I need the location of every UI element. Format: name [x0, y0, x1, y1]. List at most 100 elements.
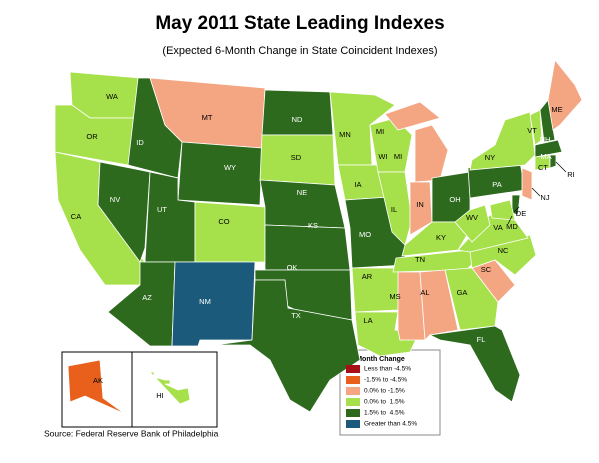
title: May 2011 State Leading Indexes [155, 13, 444, 34]
state-label: WA [106, 92, 118, 101]
leader-line [513, 206, 520, 213]
state-label: AR [362, 272, 373, 281]
state-label: MN [339, 130, 351, 139]
state-label: DE [516, 209, 526, 218]
state-label: OH [449, 195, 460, 204]
leader-line [531, 187, 541, 197]
state-label: VT [527, 126, 537, 135]
state [469, 234, 537, 276]
state-label: CO [218, 217, 229, 226]
state [469, 111, 536, 171]
state-label: NJ [540, 193, 549, 202]
state-label: MI [376, 127, 384, 136]
state [454, 204, 491, 243]
state-label: FL [477, 335, 486, 344]
state [214, 279, 361, 413]
state-label: MO [359, 230, 371, 239]
state-label: ME [551, 105, 562, 114]
state [534, 139, 563, 158]
legend-swatch [346, 398, 360, 406]
state-label: KY [436, 233, 446, 242]
state [171, 261, 256, 347]
legend-label: Greater than 4.5% [364, 421, 417, 428]
state [384, 101, 441, 131]
state-label: OK [287, 263, 298, 272]
legend-swatch [346, 387, 360, 395]
state-label: WY [224, 163, 236, 172]
state-label: MI [394, 152, 402, 161]
legend-swatch [346, 420, 360, 428]
state-label: GA [457, 288, 468, 297]
legend-label: Less than -4.5% [364, 366, 411, 373]
legend-label: 1.5% to 4.5% [364, 410, 405, 417]
state-label: MS [389, 292, 400, 301]
legend-swatch [346, 409, 360, 417]
state [261, 89, 334, 136]
state-label: UT [157, 205, 167, 214]
state [428, 325, 521, 403]
source: Source: Federal Reserve Bank of Philadel… [44, 428, 219, 438]
state-label: IN [416, 200, 424, 209]
state-label: WI [378, 152, 387, 161]
hawaii-inset [131, 351, 218, 428]
state-label: ID [136, 138, 144, 147]
state [529, 109, 543, 146]
state-label: AL [420, 288, 429, 297]
state [444, 267, 499, 331]
state-label: NV [110, 195, 120, 204]
state [377, 171, 413, 246]
state-label: CT [538, 163, 548, 172]
state [419, 269, 459, 341]
state-label: KS [308, 221, 318, 230]
subtitle: (Expected 6-Month Change in State Coinci… [162, 45, 437, 57]
state-label: WV [466, 213, 478, 222]
legend-label: 0.0% to -1.5% [364, 388, 405, 395]
state [194, 201, 266, 263]
state-label: SD [291, 153, 302, 162]
state-label: LA [363, 316, 372, 325]
state-label: IA [354, 180, 361, 189]
state-label: MA [540, 152, 551, 161]
state-label: NM [199, 297, 211, 306]
state [149, 371, 191, 405]
state [354, 311, 419, 357]
state-label: ND [292, 115, 303, 124]
state [67, 359, 126, 415]
state [397, 271, 426, 341]
state-label: NY [485, 153, 495, 162]
state-label: AK [93, 376, 103, 385]
leader-line [555, 161, 567, 173]
state [547, 59, 583, 131]
leader-line [507, 215, 513, 225]
state-label: HI [156, 391, 164, 400]
state-label: CA [71, 212, 81, 221]
state [489, 199, 516, 221]
state [549, 154, 557, 169]
legend-swatch [346, 365, 360, 373]
state-label: RI [567, 170, 575, 179]
state-label: NH [540, 135, 551, 144]
state [539, 99, 556, 143]
legend-label: -1.5% to -4.5% [364, 377, 407, 384]
state-label: NE [297, 188, 307, 197]
state-label: TN [415, 255, 425, 264]
state [97, 161, 151, 263]
state [414, 124, 449, 183]
state-label: PA [492, 180, 501, 189]
state [521, 167, 533, 201]
legend-title: 6-Month Change [350, 356, 405, 363]
state [351, 267, 401, 313]
state-label: NC [498, 246, 509, 255]
state [177, 141, 263, 206]
legend-label: 0.0% to 1.5% [364, 399, 405, 406]
state [264, 224, 351, 271]
state-label: SC [481, 265, 492, 274]
state-label: VA [493, 223, 502, 232]
legend-swatch [346, 376, 360, 384]
state-label: MD [506, 222, 518, 231]
state-label: TX [291, 311, 301, 320]
state-label: IL [391, 205, 397, 214]
state-label: MT [202, 113, 213, 122]
